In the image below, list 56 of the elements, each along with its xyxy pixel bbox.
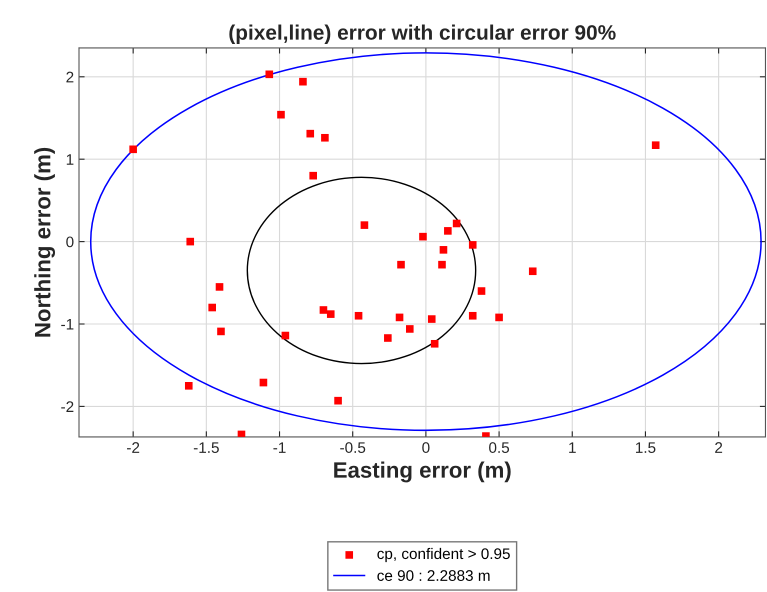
point <box>186 238 194 246</box>
y-tick-label: -2 <box>61 401 74 412</box>
x-tick-label: 1 <box>569 442 576 453</box>
x-tick-label: 2 <box>715 442 722 453</box>
point <box>129 146 137 154</box>
legend-label: cp, confident > 0.95 <box>377 548 510 562</box>
point <box>299 78 307 86</box>
point <box>354 312 362 320</box>
point <box>396 314 404 322</box>
point <box>321 134 329 142</box>
point <box>208 304 216 312</box>
point <box>309 172 317 180</box>
point <box>217 328 225 336</box>
point <box>334 396 342 404</box>
point <box>528 267 537 276</box>
x-tick-label: -1.5 <box>194 442 219 453</box>
point <box>444 227 452 235</box>
point <box>419 232 427 240</box>
point <box>326 310 335 318</box>
point <box>428 315 436 323</box>
point <box>495 314 503 322</box>
y-tick-label: 0 <box>66 236 74 248</box>
point <box>282 332 290 340</box>
point <box>384 334 392 342</box>
point <box>238 430 246 437</box>
point <box>216 283 224 291</box>
point <box>430 340 438 348</box>
x-tick-label: -0.5 <box>340 442 366 453</box>
chart-title: (pixel,line) error with circular error 90% <box>229 24 616 44</box>
y-tick-label: -1 <box>61 319 74 330</box>
point <box>440 246 448 254</box>
point <box>277 110 285 118</box>
point <box>360 221 368 229</box>
x-tick-label: -2 <box>127 442 140 453</box>
point <box>468 241 477 249</box>
point <box>320 306 328 314</box>
x-axis-title: Easting error (m) <box>334 462 511 482</box>
point <box>438 260 446 268</box>
y-axis-title: Northing error (m) <box>34 148 55 337</box>
point <box>452 220 460 228</box>
point <box>652 141 660 149</box>
point <box>397 260 405 268</box>
x-tick-label: 0.5 <box>489 442 510 453</box>
text: ce 90 : 2.2883 m <box>377 570 490 581</box>
x-tick-label: 1.5 <box>636 442 656 453</box>
point <box>184 382 193 390</box>
point <box>468 312 477 320</box>
point <box>306 130 314 138</box>
point <box>260 378 268 386</box>
x-tick-label: -1 <box>273 442 286 453</box>
point <box>478 287 486 295</box>
point <box>406 325 414 333</box>
x-tick-label: 0 <box>422 442 430 453</box>
point <box>265 70 274 78</box>
y-tick-label: 1 <box>66 154 74 165</box>
y-tick-label: 2 <box>66 72 74 82</box>
